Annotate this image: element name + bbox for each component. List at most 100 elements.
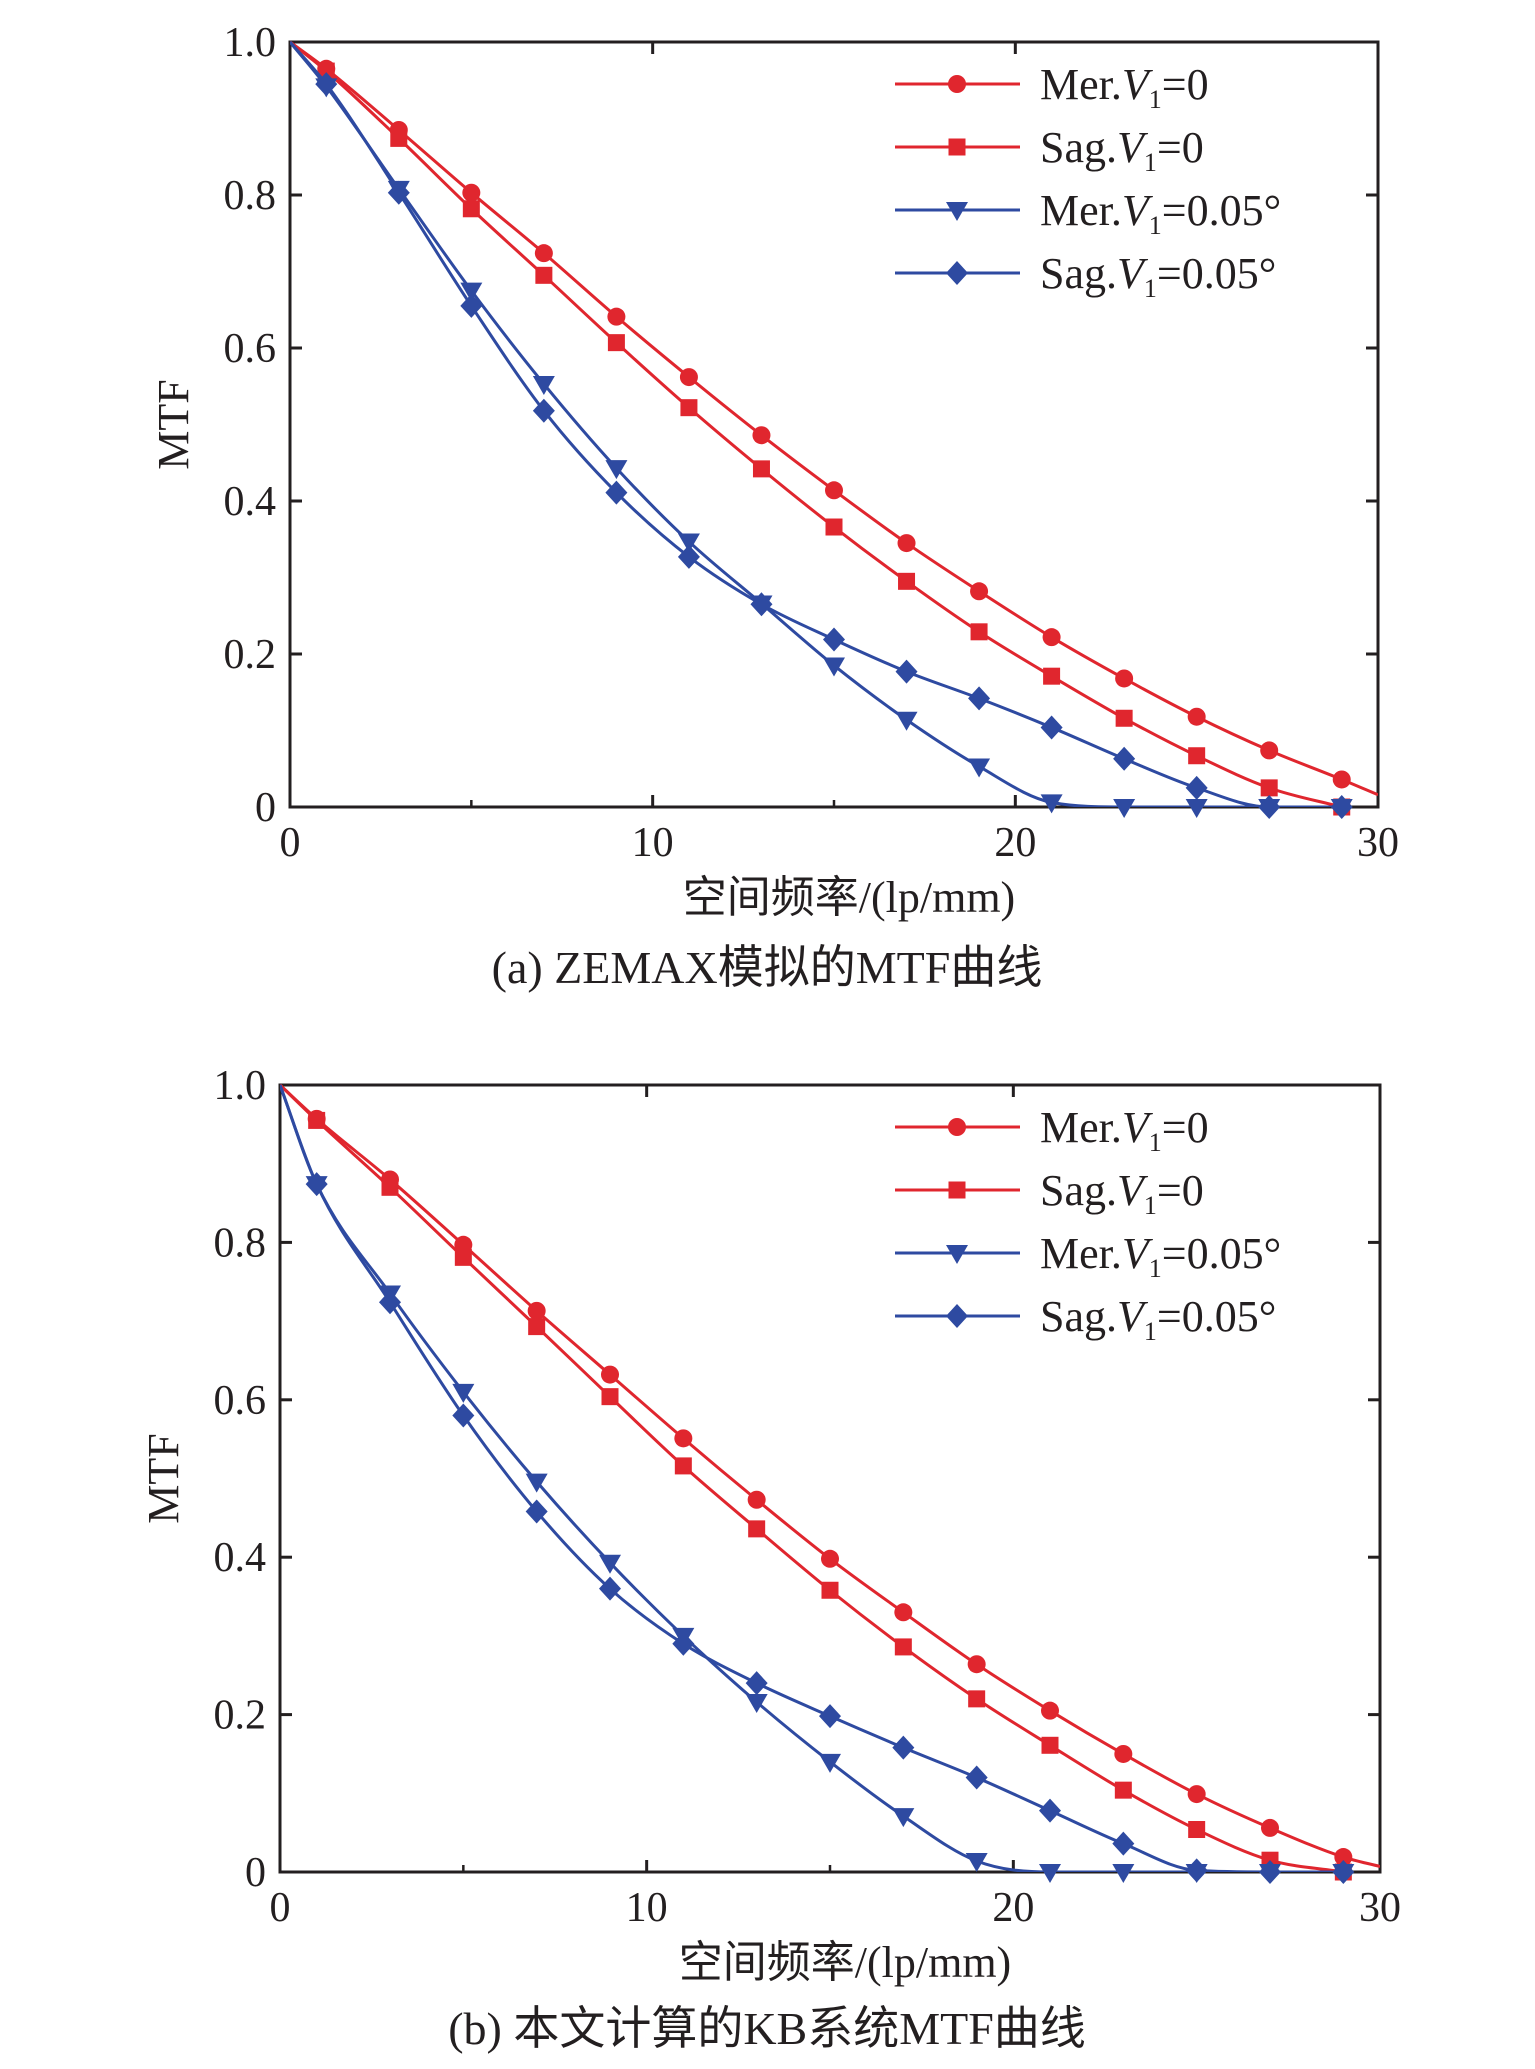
data-point [1332,1860,1355,1884]
series-4 [290,41,1353,819]
data-point [379,1290,401,1315]
data-point [1114,1781,1132,1799]
data-point [532,375,555,395]
data-point [1113,746,1136,771]
data-point [527,1301,546,1320]
data-point [462,183,481,202]
data-point [970,582,989,601]
legend-item: Sag.V1=0 [895,1166,1204,1220]
data-point [1115,669,1134,688]
data-point [1260,779,1278,797]
chart-panel-b: 0 10 20 30 0 0.2 0.4 0.6 0.8 1.0 空间频率/(lp/mm) MTF (b… [139,1063,1401,2054]
data-point [1113,799,1136,818]
series-line [280,1083,1344,1872]
data-point [1260,741,1279,760]
data-point [819,1753,841,1773]
legend-marker [946,1304,968,1328]
data-point [605,460,628,480]
data-point [607,307,626,326]
y-tick-label: 0.4 [214,1535,267,1581]
x-tick-label: 30 [1357,820,1399,866]
legend-label: Sag.V1=0.05° [1040,1292,1276,1346]
data-point [390,129,408,147]
data-point [1259,1860,1281,1884]
legend-label: Sag.V1=0.05° [1040,249,1276,303]
data-point [674,1457,692,1475]
data-point [528,1318,546,1336]
data-point [968,686,991,711]
legend-label: Mer.V1=0 [1040,60,1209,114]
y-tick-label: 0.2 [224,632,277,678]
data-point [677,533,700,553]
y-axis-label: MTF [139,1433,188,1523]
data-point [679,368,698,387]
data-point [462,200,480,218]
legend-label: Sag.V1=0 [1040,1166,1204,1220]
data-point [1185,775,1208,800]
data-point [965,1765,988,1790]
legend-marker [946,261,968,285]
data-point [387,180,410,205]
data-point [460,293,483,318]
y-tick-label: 0.8 [214,1220,267,1266]
data-point [1112,1864,1135,1883]
data-point [381,1178,399,1196]
data-point [892,1808,915,1828]
data-point [1261,1818,1279,1837]
data-point [308,1111,326,1129]
data-point [1112,1831,1135,1856]
data-point [895,711,918,731]
legend-marker [948,1118,966,1136]
data-point [895,659,918,684]
y-tick-label: 0 [245,1850,266,1896]
legend-marker [946,1245,968,1264]
data-point [968,758,991,778]
data-point [1332,770,1351,789]
data-point [748,1520,766,1538]
y-tick-label: 0.6 [214,1378,267,1424]
data-point [1039,1798,1061,1823]
data-point [892,1735,915,1760]
legend-label: Sag.V1=0 [1040,123,1204,177]
series-1 [280,1083,1380,1868]
series-2 [290,40,1351,816]
panel-caption: (a) ZEMAX模拟的MTF曲线 [492,942,1043,993]
y-tick-label: 0.4 [224,479,277,525]
data-point [601,1365,619,1384]
x-tick-label: 30 [1359,1885,1401,1931]
x-tick-label: 10 [626,1885,668,1931]
legend-item: Mer.V1=0 [895,1103,1209,1157]
legend: Mer.V1=0 Sag.V1=0 Mer.V1=0.05° Sag.V1=0.05° [895,1103,1281,1346]
data-point [1041,1701,1059,1720]
data-point [1039,1864,1061,1883]
data-point [317,62,335,80]
data-point [1115,709,1133,727]
data-point [605,480,628,505]
data-point [460,282,483,302]
legend: Mer.V1=0 Sag.V1=0 Mer.V1=0.05° Sag.V1=0.05° [895,60,1281,303]
data-point [1187,1785,1206,1804]
data-point [674,1429,693,1448]
data-point [894,1603,913,1622]
data-point [821,1549,839,1568]
data-point [967,1655,986,1674]
data-point [1114,1744,1133,1763]
data-point [680,399,698,417]
data-point [1188,1821,1206,1839]
data-point [897,534,916,553]
data-point [315,72,338,97]
data-point [305,1172,328,1197]
data-point [819,1704,841,1729]
series-1 [290,40,1378,797]
y-tick-label: 1.0 [214,1063,267,1109]
y-axis-label: MTF [149,379,198,469]
chart-panel-a: 0 10 20 30 0 0.2 0.4 0.6 0.8 1.0 空间频率/(lp/mm) MTF (a… [149,20,1399,993]
data-point [525,1499,548,1524]
data-point [1043,667,1061,685]
data-point [1041,1736,1059,1754]
data-point [672,1631,695,1656]
data-point [1185,1858,1208,1883]
series-line [290,40,1343,807]
